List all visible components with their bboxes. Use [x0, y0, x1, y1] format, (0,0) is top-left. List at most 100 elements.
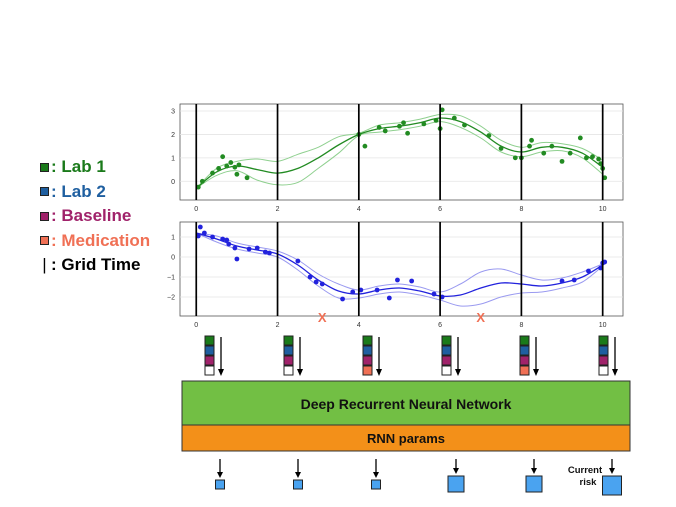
data-point — [382, 128, 388, 134]
data-point — [236, 162, 242, 168]
data-point — [498, 146, 504, 151]
x-tick-label: 10 — [599, 206, 607, 213]
x-tick-label: 4 — [357, 206, 361, 213]
grid-time-bar-icon: | — [42, 255, 47, 275]
data-point — [559, 278, 565, 284]
output-risk — [447, 459, 465, 493]
data-point — [246, 246, 252, 252]
input-slot-lab2 — [204, 345, 215, 356]
input-slot-baseline — [204, 355, 215, 366]
output-arrow-head — [609, 468, 615, 474]
output-risk — [215, 459, 225, 490]
data-point — [362, 143, 368, 149]
data-point — [409, 278, 415, 284]
data-point — [567, 150, 573, 156]
mean-line — [196, 232, 604, 297]
y-tick-label: −1 — [167, 275, 175, 282]
data-point — [210, 234, 215, 240]
legend: : Lab 1 : Lab 2 : Baseline : Medication … — [40, 155, 150, 278]
legend-item-grid-time: | : Grid Time — [40, 253, 150, 278]
data-point — [216, 165, 222, 171]
x-tick-label: 4 — [357, 322, 361, 329]
input-slot-lab2 — [598, 345, 609, 356]
data-point — [262, 249, 268, 255]
data-point — [234, 171, 240, 177]
data-point — [571, 277, 577, 283]
data-point — [405, 130, 410, 136]
data-point — [397, 123, 402, 129]
data-point — [232, 164, 238, 170]
risk-box — [525, 475, 543, 493]
data-point — [201, 230, 207, 236]
baseline-swatch — [40, 211, 49, 221]
output-arrow-head — [373, 472, 379, 478]
data-point — [232, 245, 238, 251]
data-point — [267, 250, 272, 256]
input-slot-baseline — [283, 355, 294, 366]
data-point — [549, 143, 555, 149]
medication-marker: X — [476, 310, 485, 325]
data-point — [226, 241, 232, 247]
risk-box — [293, 479, 303, 490]
plot-frame — [179, 221, 624, 317]
input-slot-lab1 — [283, 335, 294, 346]
input-slot-medication — [519, 365, 530, 376]
data-point — [224, 163, 230, 169]
legend-label-medication: : Medication — [51, 230, 151, 250]
input-arrow-head — [218, 369, 224, 376]
data-point — [596, 156, 602, 162]
legend-label-grid-time: : Grid Time — [51, 255, 141, 275]
legend-label-baseline: : Baseline — [51, 206, 132, 226]
x-tick-label: 0 — [194, 206, 198, 213]
data-point — [451, 115, 457, 121]
upper-band-line — [196, 232, 603, 293]
data-point — [350, 289, 356, 295]
plot-frame — [179, 103, 624, 201]
chart-panel-lab2: 10−1−20 2 4 6 8 10 — [167, 221, 624, 329]
data-point — [313, 279, 319, 285]
output-arrow-head — [295, 472, 301, 478]
input-slot-baseline — [598, 355, 609, 366]
y-tick-label: 3 — [171, 109, 175, 116]
legend-item-lab1: : Lab 1 — [40, 155, 150, 180]
legend-label-lab1: : Lab 1 — [51, 157, 106, 177]
current-risk-label-line1: Current — [568, 465, 603, 476]
risk-box — [371, 479, 381, 490]
x-tick-label: 8 — [519, 322, 523, 329]
input-arrow-head — [297, 369, 303, 376]
input-arrow-head — [612, 369, 618, 376]
rnn-label: Deep Recurrent Neural Network — [301, 396, 512, 412]
data-point — [210, 170, 215, 176]
data-point — [319, 281, 325, 287]
data-point — [254, 245, 260, 251]
lab2-swatch — [40, 187, 49, 197]
data-point — [220, 154, 226, 160]
input-slot-lab1 — [441, 335, 452, 346]
y-tick-label: 0 — [171, 179, 175, 186]
output-risk — [371, 459, 381, 490]
input-slot-lab2 — [441, 345, 452, 356]
x-tick-label: 8 — [519, 206, 523, 213]
lower-band-line — [196, 121, 604, 189]
output-risk — [525, 459, 543, 493]
data-point — [462, 122, 467, 128]
input-slot-lab1 — [519, 335, 530, 346]
risk-box — [447, 475, 465, 493]
input-slot-medication — [362, 365, 373, 376]
y-tick-label: 1 — [171, 155, 175, 162]
legend-item-baseline: : Baseline — [40, 204, 150, 229]
params-box — [181, 424, 631, 452]
data-point — [376, 125, 382, 130]
y-tick-label: 2 — [171, 132, 175, 139]
input-slot-lab1 — [362, 335, 373, 346]
data-point — [234, 256, 240, 262]
input-slot-lab1 — [598, 335, 609, 346]
data-point — [340, 296, 345, 302]
x-tick-label: 2 — [276, 322, 280, 329]
output-arrow-head — [217, 472, 223, 478]
data-point — [386, 295, 392, 301]
input-column — [204, 335, 224, 376]
rnn-box — [181, 380, 631, 426]
output-arrow-head — [453, 468, 459, 474]
lower-band-line — [196, 232, 604, 307]
